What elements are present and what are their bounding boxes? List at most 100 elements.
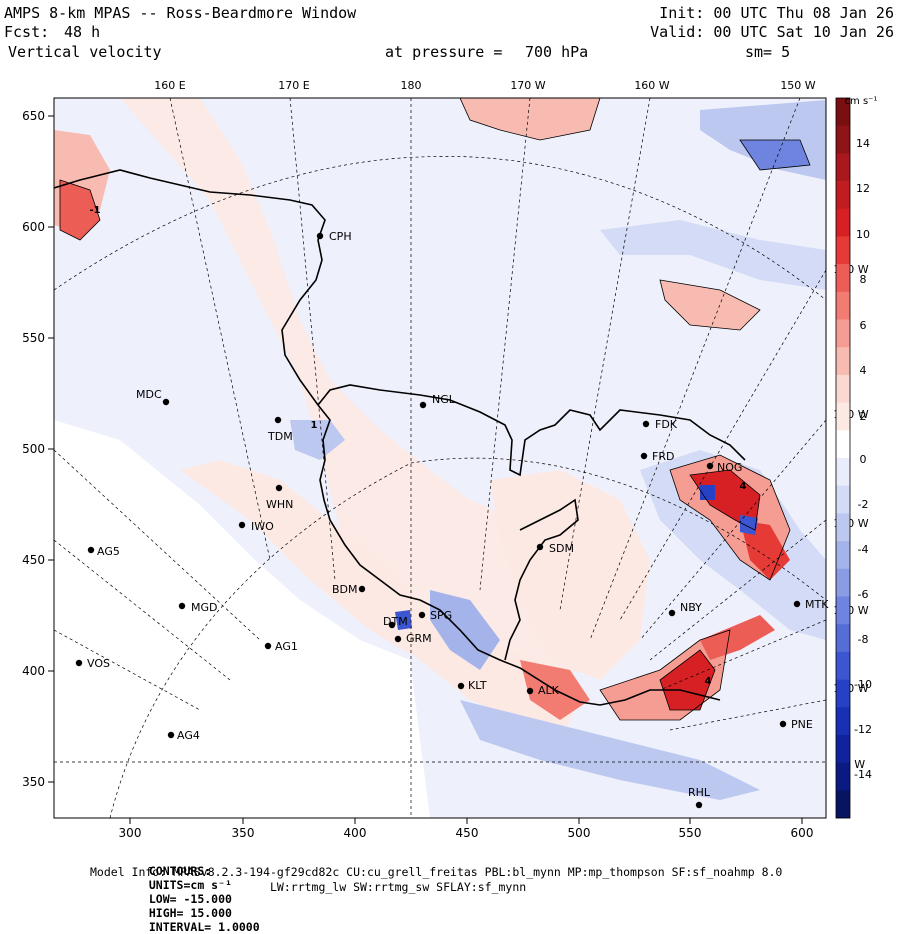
stations: CPH NGL MDC TDM FDK FRD NOG WHN IWO AG5 … — [75, 230, 829, 809]
colorbar-swatch — [836, 458, 850, 486]
colorbar-label: 4 — [860, 364, 867, 377]
station-marker — [178, 602, 186, 610]
positive-patch-north — [460, 98, 600, 140]
colorbar-swatch — [836, 596, 850, 625]
station-label: AG1 — [275, 640, 298, 653]
station-label: AG4 — [177, 729, 200, 742]
colorbar-frame — [835, 97, 851, 819]
station-label: TDM — [267, 430, 293, 443]
axis-ticks — [48, 115, 803, 824]
y-tick-label: 500 — [22, 442, 45, 456]
meridian-160w — [559, 98, 651, 611]
colorbar-swatch — [836, 153, 850, 182]
colorbar-units: cm s⁻¹ — [845, 96, 878, 107]
coastline-main — [54, 169, 721, 706]
station-marker — [668, 609, 676, 617]
lon-label-top: 160 E — [154, 79, 185, 92]
colorbar-label: 2 — [860, 410, 867, 423]
contours-high: HIGH= 15.000 — [148, 906, 232, 920]
meridian-160e — [169, 98, 271, 561]
station-marker — [388, 621, 396, 629]
contour-line — [659, 649, 716, 711]
negative-band-east — [600, 220, 826, 290]
x-tick-label: 400 — [344, 826, 367, 840]
station-label: NOG — [717, 461, 742, 474]
station-label: MDC — [136, 388, 162, 401]
negative-core-2 — [740, 515, 758, 535]
station-label: CPH — [329, 230, 352, 243]
station-label: VOS — [87, 657, 110, 670]
meridian-150e — [54, 449, 261, 641]
colorbar-swatch — [836, 291, 850, 320]
colorbar-labels: 14 12 10 8 6 4 2 0 -2 -4 -6 -8 -10 -12 -… — [854, 137, 872, 781]
contour-line — [599, 629, 731, 721]
coastline — [54, 169, 746, 706]
valid-time: Valid: 00 UTC Sat 10 Jan 26 — [650, 23, 894, 41]
station-label: BDM — [332, 583, 358, 596]
negative-core-1 — [700, 485, 715, 500]
contour-line — [659, 279, 761, 331]
fcst-label: Fcst: — [4, 23, 50, 41]
contours-low: LOW= -15.000 — [148, 892, 232, 906]
level-label: at pressure = — [385, 43, 503, 61]
ice-shelf-front — [317, 384, 746, 477]
colorbar-label: -8 — [858, 633, 869, 646]
colorbar-label: 0 — [860, 453, 867, 466]
colorbar-swatch — [836, 485, 850, 514]
contour-line — [459, 98, 601, 141]
contours-label: CONTOURS: — [148, 864, 212, 878]
contours-interval: INTERVAL= 1.0000 — [148, 920, 260, 934]
station-marker — [457, 682, 465, 690]
station-marker — [162, 398, 170, 406]
contour-value-label: 4 — [740, 481, 747, 492]
colorbar-swatch — [836, 430, 850, 459]
station-marker — [793, 600, 801, 608]
colorbar — [835, 97, 851, 819]
lon-label-top: 160 W — [634, 79, 669, 92]
positive-streak-se — [700, 615, 775, 660]
negative-patch-tdm — [290, 420, 345, 460]
colorbar-swatch — [836, 402, 850, 431]
colorbar-label: -2 — [858, 498, 869, 511]
colorbar-label: 14 — [856, 137, 870, 150]
colorbar-swatch — [836, 374, 850, 403]
station-label: WHN — [266, 498, 293, 511]
map-field — [54, 98, 826, 818]
colorbar-label: 6 — [860, 319, 867, 332]
colorbar-label: -10 — [854, 678, 872, 691]
station-label: RHL — [688, 786, 711, 799]
station-marker — [640, 452, 648, 460]
y-tick-label: 550 — [22, 331, 45, 345]
meridian-110w — [659, 619, 826, 691]
station-marker — [75, 659, 83, 667]
station-marker — [779, 720, 787, 728]
contour-value-label: 1 — [311, 420, 318, 431]
contour-line — [59, 179, 101, 241]
colorbar-label: -4 — [858, 543, 869, 556]
ice-shelf-inner — [504, 498, 579, 661]
station-label: SDM — [549, 542, 574, 555]
station-marker — [536, 543, 544, 551]
station-label: AG5 — [97, 545, 120, 558]
y-tick-label: 450 — [22, 553, 45, 567]
colorbar-swatch — [836, 264, 850, 293]
station-label: PNE — [791, 718, 813, 731]
colorbar-swatch — [836, 541, 850, 570]
station-label: KLT — [468, 679, 487, 692]
station-marker — [264, 642, 272, 650]
station-marker — [419, 401, 427, 409]
colorbar-label: 10 — [856, 228, 870, 241]
station-marker — [706, 462, 714, 470]
y-tick-label: 400 — [22, 664, 45, 678]
y-tick-label: 350 — [22, 775, 45, 789]
meridian-120w — [649, 519, 826, 661]
station-marker — [87, 546, 95, 554]
station-label: DTM — [383, 615, 408, 628]
footer-contours: CONTOURS: UNITS=cm s⁻¹ LOW= -15.000 HIGH… — [135, 850, 260, 934]
station-marker — [394, 635, 402, 643]
meridian-170w — [479, 98, 531, 591]
lon-label-top: 170 W — [510, 79, 545, 92]
meridian-150w — [589, 98, 801, 641]
station-label: NGL — [432, 393, 456, 406]
contour-value-labels: -1 1 4 4 — [89, 205, 746, 687]
